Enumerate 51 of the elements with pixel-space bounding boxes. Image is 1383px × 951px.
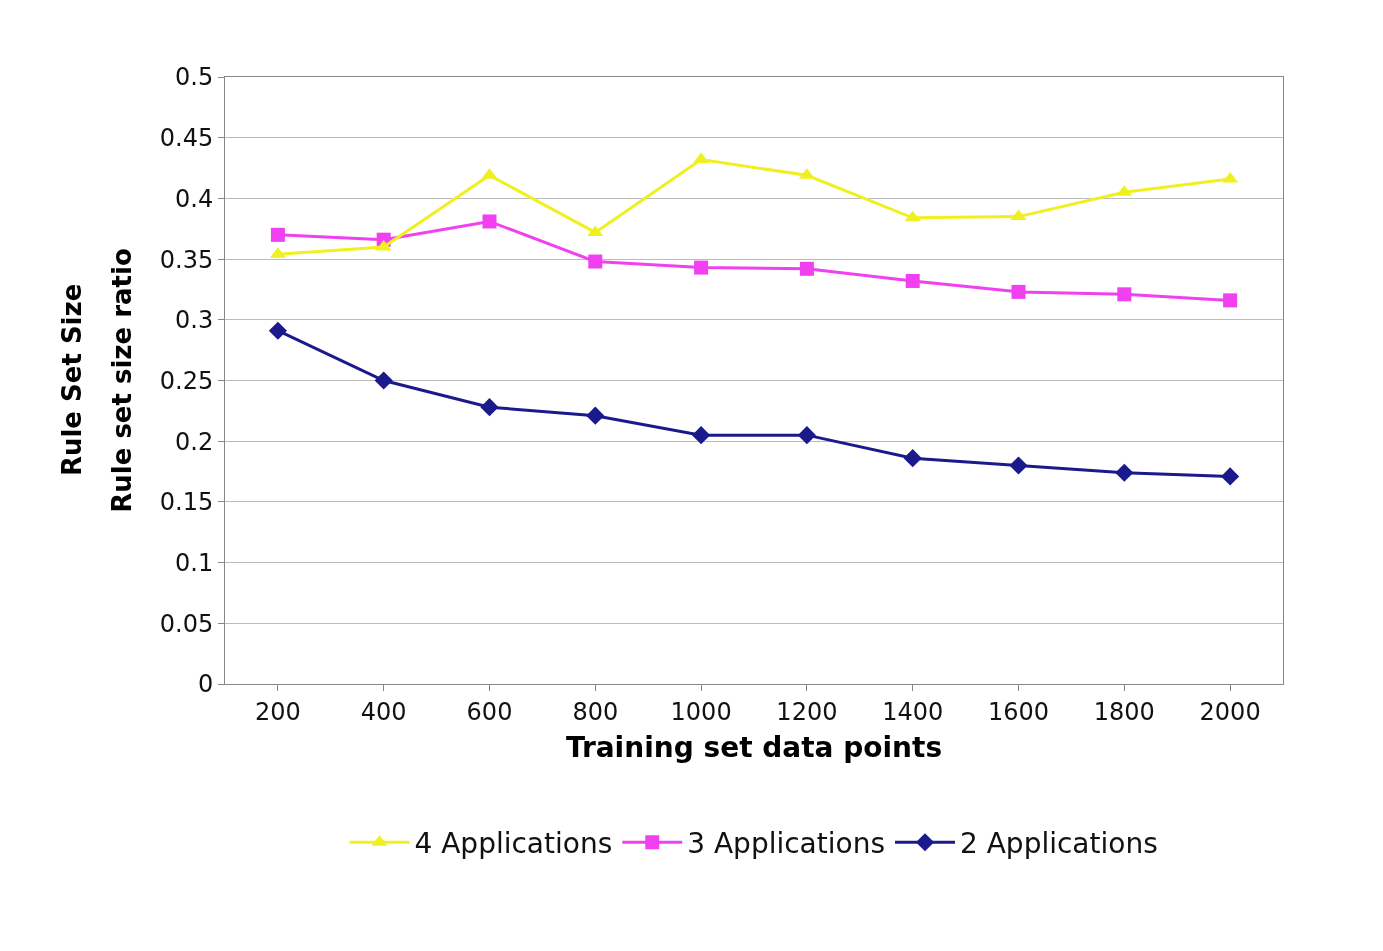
x-tick-label: 1400 [882, 697, 944, 726]
point [1221, 467, 1240, 486]
point [1115, 463, 1134, 482]
point [692, 426, 711, 445]
legend-label: 2 Applications [960, 827, 1158, 861]
legend-label: 3 Applications [687, 827, 885, 861]
x-tick-label: 800 [572, 697, 619, 726]
point [905, 273, 920, 288]
y-tick-label: 0.45 [159, 124, 214, 153]
x-tick-label: 200 [254, 697, 301, 726]
point [903, 449, 922, 468]
point [799, 261, 814, 276]
legend-label: 4 Applications [414, 827, 613, 861]
point [693, 152, 710, 164]
point [797, 426, 816, 445]
y-tick-label: 0.1 [175, 549, 214, 577]
point [374, 371, 393, 390]
x-tick-label: 1600 [987, 697, 1050, 726]
y-tick-label: 0.15 [159, 488, 214, 517]
x-tick-label: 2000 [1199, 697, 1261, 726]
point [1011, 284, 1026, 299]
x-tick-label: 600 [466, 697, 513, 726]
y-tick-label: 0.05 [159, 609, 214, 638]
point [694, 260, 709, 275]
point [1222, 171, 1239, 183]
point [375, 239, 392, 251]
y-axis-title: Rule set size ratio [107, 248, 138, 513]
y-tick-label: 0.3 [175, 306, 214, 335]
point [482, 214, 497, 229]
y-tick-label: 0.35 [159, 245, 214, 274]
x-tick-label: 1000 [670, 697, 732, 726]
y-tick-label: 0.5 [175, 63, 214, 92]
point [480, 398, 499, 417]
x-tick-label: 400 [360, 697, 407, 726]
point [1010, 209, 1027, 221]
point [586, 406, 605, 425]
y-tick-label: 0.2 [175, 427, 214, 456]
x-axis-title: Training set data points [565, 730, 943, 764]
y-tick-label: 0 [197, 670, 214, 699]
point [270, 227, 285, 242]
x-tick-label: 1200 [776, 697, 838, 726]
point [904, 210, 921, 222]
point [1117, 287, 1132, 302]
text: Rule Set Size [57, 283, 88, 477]
point [1223, 293, 1238, 308]
y-tick-label: 0.4 [175, 184, 214, 213]
point [1009, 456, 1028, 475]
x-tick-label: 1800 [1093, 697, 1155, 726]
point [588, 254, 603, 269]
y-tick-label: 0.25 [159, 366, 214, 395]
point [268, 321, 287, 340]
